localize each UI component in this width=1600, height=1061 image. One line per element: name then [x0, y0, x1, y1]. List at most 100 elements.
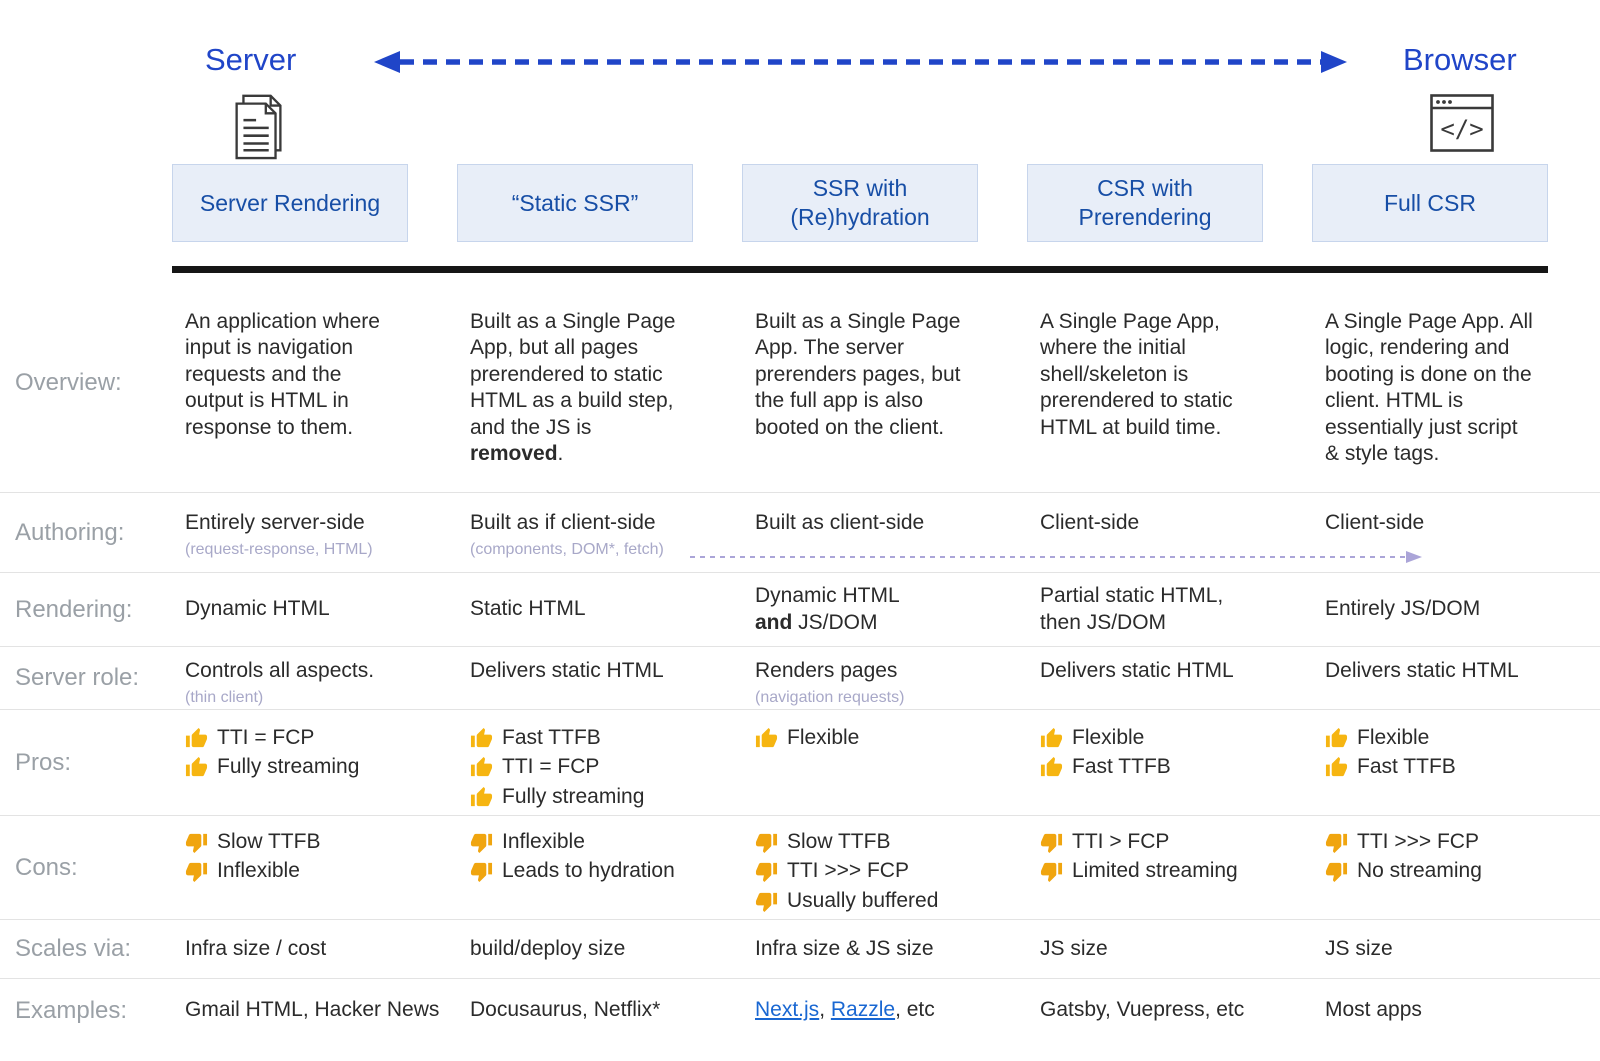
- cell-authoring-2: Built as if client-side (components, DOM…: [455, 493, 740, 561]
- con-text: Limited streaming: [1072, 859, 1238, 883]
- row-label-cons: Cons:: [15, 853, 78, 881]
- pro-text: Flexible: [1072, 726, 1145, 749]
- overview-2-post: .: [557, 442, 564, 466]
- server-role-1-sub: (thin client): [185, 689, 264, 707]
- pro-item: TTI = FCP: [470, 754, 740, 780]
- table-row-cons: Cons: Slow TTFB Inflexible Inflexible Le…: [0, 815, 1600, 919]
- cell-server-role-1: Controls all aspects. (thin client): [170, 647, 455, 709]
- table-row-scales-via: Scales via: Infra size / cost build/depl…: [0, 919, 1600, 978]
- thumbs-down-icon: [755, 860, 778, 883]
- row-label-authoring: Authoring:: [15, 518, 125, 546]
- cell-examples-4: Gatsby, Vuepress, etc: [1040, 998, 1245, 1022]
- server-label: Server: [205, 42, 297, 77]
- cell-examples-1: Gmail HTML, Hacker News: [185, 998, 440, 1022]
- cell-rendering-5: Entirely JS/DOM: [1325, 597, 1481, 621]
- cell-pros-4: Flexible Fast TTFB: [1025, 710, 1310, 784]
- thumbs-down-icon: [1325, 860, 1348, 883]
- cell-authoring-5: Client-side: [1310, 493, 1595, 536]
- cell-scales-4: JS size: [1040, 936, 1108, 960]
- authoring-1-sub: (request-response, HTML): [185, 541, 373, 559]
- cell-pros-3: Flexible: [740, 710, 1025, 754]
- cell-examples-2: Docusaurus, Netflix*: [470, 998, 661, 1022]
- header-divider-bar: [172, 266, 1548, 273]
- row-label-server-role: Server role:: [15, 664, 140, 691]
- thumbs-up-icon: [470, 756, 493, 779]
- cell-authoring-4: Client-side: [1025, 493, 1310, 536]
- cell-overview-2: Built as a Single Page App, but all page…: [455, 273, 682, 468]
- thumbs-down-icon: [755, 890, 778, 913]
- cell-examples-5: Most apps: [1325, 998, 1422, 1022]
- pro-item: Flexible: [1040, 725, 1310, 751]
- pro-text: Fully streaming: [217, 755, 360, 779]
- examples-3-sep: ,: [819, 998, 831, 1022]
- con-item: TTI > FCP: [1040, 829, 1310, 855]
- thumbs-down-icon: [1325, 831, 1348, 854]
- pro-text: Fast TTFB: [1357, 755, 1456, 779]
- con-item: TTI >>> FCP: [755, 858, 1025, 884]
- thumbs-down-icon: [185, 831, 208, 854]
- link-razzle[interactable]: Razzle: [830, 998, 896, 1022]
- thumbs-up-icon: [1325, 756, 1348, 779]
- cell-scales-5: JS size: [1325, 936, 1393, 960]
- con-text: Leads to hydration: [502, 859, 675, 883]
- authoring-5-main: Client-side: [1325, 511, 1425, 534]
- cell-cons-4: TTI > FCP Limited streaming: [1025, 816, 1310, 888]
- thumbs-up-icon: [185, 756, 208, 779]
- thumbs-down-icon: [1040, 831, 1063, 854]
- cell-server-role-5: Delivers static HTML: [1310, 647, 1595, 684]
- pro-text: Fast TTFB: [502, 726, 601, 749]
- row-label-pros: Pros:: [15, 748, 72, 776]
- server-role-2-main: Delivers static HTML: [470, 659, 664, 682]
- pro-item: Fully streaming: [185, 754, 455, 780]
- client-side-flow-arrow: [690, 551, 1422, 563]
- thumbs-down-icon: [755, 831, 778, 854]
- pro-item: Fast TTFB: [1040, 754, 1310, 780]
- cell-overview-4: A Single Page App, where the initial she…: [1040, 310, 1233, 439]
- thumbs-up-icon: [470, 786, 493, 809]
- cell-examples-3: Next.js, Razzle, etc: [740, 997, 1025, 1023]
- cell-pros-5: Flexible Fast TTFB: [1310, 710, 1595, 784]
- code-glyph: </>: [1440, 115, 1483, 143]
- browser-label: Browser: [1403, 42, 1517, 77]
- document-pages-icon: [235, 94, 282, 160]
- pro-item: Fast TTFB: [1325, 754, 1595, 780]
- cell-server-role-2: Delivers static HTML: [455, 647, 740, 684]
- browser-window-code-icon: </>: [1430, 94, 1494, 152]
- thumbs-up-icon: [1040, 727, 1063, 750]
- con-item: Slow TTFB: [755, 829, 1025, 855]
- cell-pros-1: TTI = FCP Fully streaming: [170, 710, 455, 784]
- server-role-5-main: Delivers static HTML: [1325, 659, 1519, 682]
- pro-text: Fast TTFB: [1072, 755, 1171, 779]
- con-text: Inflexible: [502, 830, 585, 853]
- pro-text: Flexible: [1357, 726, 1430, 749]
- pro-item: Fast TTFB: [470, 725, 740, 751]
- table-row-server-role: Server role: Controls all aspects. (thin…: [0, 646, 1600, 709]
- cell-cons-1: Slow TTFB Inflexible: [170, 816, 455, 888]
- thumbs-up-icon: [755, 727, 778, 750]
- thumbs-up-icon: [1040, 756, 1063, 779]
- thumbs-down-icon: [1040, 860, 1063, 883]
- cell-cons-2: Inflexible Leads to hydration: [455, 816, 740, 888]
- link-nextjs[interactable]: Next.js: [755, 998, 820, 1022]
- server-role-4-main: Delivers static HTML: [1040, 659, 1234, 682]
- column-header-static-ssr: “Static SSR”: [457, 164, 693, 242]
- pro-item: Fully streaming: [470, 784, 740, 810]
- column-header-ssr-rehydration: SSR with (Re)hydration: [742, 164, 978, 242]
- server-browser-spectrum-arrow: [374, 51, 1347, 73]
- con-text: TTI >>> FCP: [787, 859, 909, 883]
- thumbs-up-icon: [185, 727, 208, 750]
- cell-overview-3: Built as a Single Page App. The server p…: [755, 310, 961, 439]
- cell-authoring-3: Built as client-side: [740, 493, 1025, 536]
- table-row-examples: Examples: Gmail HTML, Hacker News Docusa…: [0, 978, 1600, 1042]
- con-text: Inflexible: [217, 859, 300, 883]
- thumbs-down-icon: [470, 831, 493, 854]
- con-text: TTI >>> FCP: [1357, 830, 1479, 853]
- cell-pros-2: Fast TTFB TTI = FCP Fully streaming: [455, 710, 740, 813]
- pro-text: TTI = FCP: [502, 755, 600, 779]
- column-header-server-rendering: Server Rendering: [172, 164, 408, 242]
- pro-item: TTI = FCP: [185, 725, 455, 751]
- cell-rendering-1: Dynamic HTML: [185, 597, 330, 621]
- row-label-overview: Overview:: [15, 368, 122, 396]
- cell-overview-5: A Single Page App. All logic, rendering …: [1325, 310, 1533, 466]
- con-text: Slow TTFB: [217, 830, 321, 853]
